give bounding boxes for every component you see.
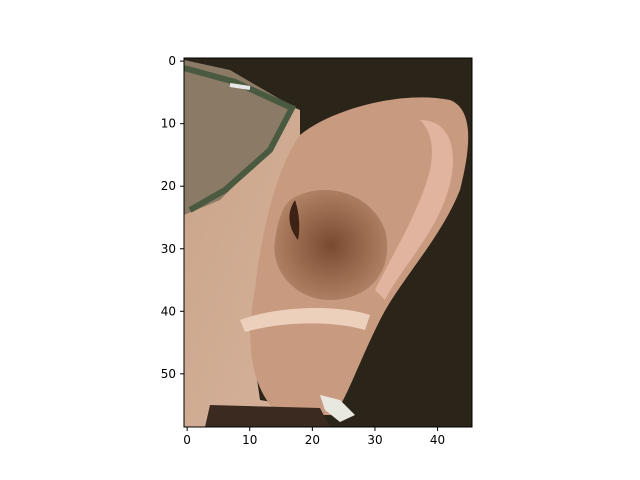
x-tick-label: 40 [430,433,445,447]
image [184,58,472,427]
y-tick-label: 50 [161,367,176,381]
y-tick-label: 0 [168,54,176,68]
y-tick-label: 40 [161,304,176,318]
x-tick-label: 0 [183,433,191,447]
x-tick-label: 10 [242,433,257,447]
axes-frame [183,57,473,428]
x-tick-label: 20 [305,433,320,447]
y-tick-label: 10 [161,117,176,131]
y-tick-label: 30 [161,242,176,256]
y-tick-label: 20 [161,179,176,193]
x-tick-label: 30 [367,433,382,447]
